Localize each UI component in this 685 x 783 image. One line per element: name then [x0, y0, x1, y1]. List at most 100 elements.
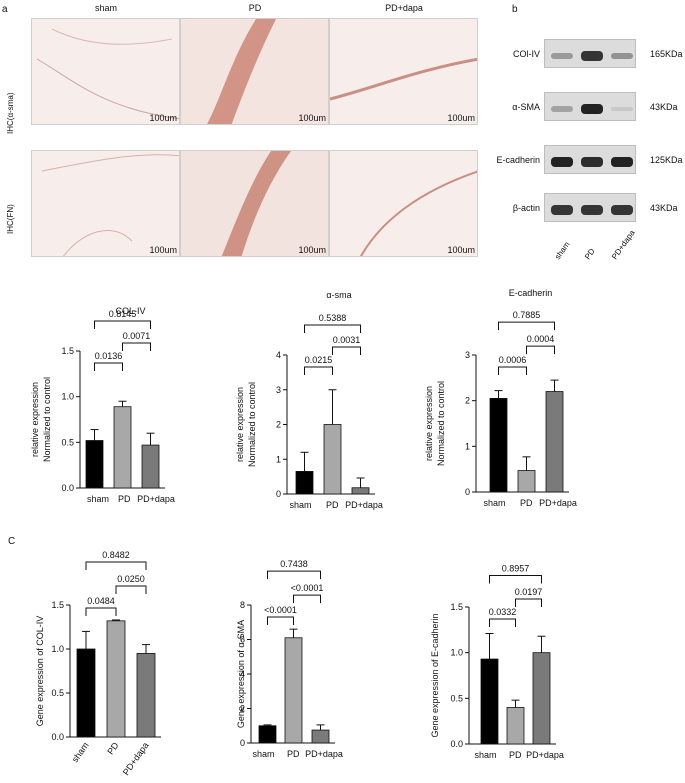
blot-kda-label: 125KDa [650, 155, 683, 165]
chart-title: COL-IV [115, 306, 145, 316]
bar [76, 648, 96, 738]
y-tick-label: 0 [465, 487, 470, 497]
significance-bracket [489, 618, 516, 627]
p-value-label: 0.8957 [502, 563, 530, 573]
blot-row [544, 39, 636, 68]
bar [258, 725, 277, 744]
ihc-col-pd-dapa: PD+dapa [385, 3, 423, 13]
bar [489, 397, 508, 493]
p-value-label: 0.5388 [319, 313, 347, 323]
y-axis-label: Gene expression of α-SMA [236, 620, 246, 728]
significance-bracket [94, 362, 123, 371]
blot-protein-label: β-actin [512, 203, 540, 213]
y-axis-label: Normalized to control [42, 377, 52, 462]
x-tick-label: sham [289, 500, 311, 510]
significance-bracket [498, 366, 527, 375]
blot-kda-label: 43KDa [650, 203, 678, 213]
x-tick-label: PD [118, 494, 131, 504]
significance-bracket [267, 570, 321, 580]
significance-bracket [304, 324, 361, 333]
panel-letter-c: C [8, 536, 16, 547]
x-tick-label: PD+dapa [137, 494, 175, 504]
x-tick-label: PD+dapa [526, 750, 564, 760]
bar [351, 487, 370, 495]
blot-protein-label: E-cadherin [496, 155, 540, 165]
significance-bracket [115, 585, 147, 594]
p-value-label: 0.0006 [499, 355, 527, 365]
significance-bracket [515, 598, 542, 607]
y-tick-label: 0.5 [61, 437, 74, 447]
blot-band [551, 106, 573, 112]
y-tick-label: 0.0 [61, 483, 74, 493]
tissue-texture [207, 19, 276, 124]
bar [506, 707, 525, 745]
x-tick-label: PD [287, 749, 300, 759]
x-tick-label: PD [105, 740, 121, 756]
blot-band [611, 157, 633, 167]
blot-band [551, 52, 573, 60]
p-value-label: 0.0071 [123, 331, 151, 341]
x-tick-label: PD [509, 750, 522, 760]
x-tick-label: PD [326, 500, 339, 510]
bar [517, 470, 536, 493]
x-tick-label: sham [474, 750, 496, 760]
significance-bracket [85, 607, 117, 616]
y-tick-label: 2 [240, 704, 245, 714]
x-tick-label: sham [483, 498, 505, 508]
y-tick-label: 0.5 [51, 688, 64, 698]
x-tick-label: sham [70, 740, 91, 764]
blot-row [544, 92, 636, 121]
significance-bracket [498, 321, 555, 331]
p-value-label: 0.7885 [513, 310, 541, 320]
y-axis-label: relative expression [424, 386, 434, 461]
y-tick-label: 1.0 [450, 648, 463, 658]
scale-bar-label: 100um [447, 113, 475, 123]
significance-bracket [122, 342, 151, 351]
y-tick-label: 1.5 [51, 600, 64, 610]
y-tick-label: 1.0 [51, 644, 64, 654]
ihc-image-fn-pddapa: 100um [329, 150, 478, 257]
y-axis-label: Gene expression of E-cadherin [430, 613, 440, 737]
chart-title: α-sma [326, 290, 351, 300]
x-tick-label: sham [252, 749, 274, 759]
significance-bracket [304, 366, 333, 375]
p-value-label: 0.0484 [87, 596, 115, 606]
p-value-label: 0.0250 [117, 574, 145, 584]
blot-band [551, 157, 573, 167]
x-tick-label: PD+dapa [305, 749, 343, 759]
y-tick-label: 1 [276, 454, 281, 464]
blot-protein-label: COl-IV [513, 49, 540, 59]
x-tick-label: PD+dapa [345, 500, 383, 510]
p-value-label: 0.7438 [280, 559, 308, 569]
p-value-label: 0.8145 [109, 309, 137, 319]
bar [295, 471, 314, 495]
blot-band [581, 157, 603, 167]
significance-bracket [94, 320, 151, 329]
y-tick-label: 4 [276, 350, 281, 360]
y-tick-label: 8 [240, 600, 245, 610]
scale-bar-label: 100um [149, 113, 177, 123]
ihc-image-fn-sham: 100um [31, 150, 180, 257]
p-value-label: 0.0197 [515, 587, 543, 597]
scale-bar-label: 100um [149, 245, 177, 255]
p-value-label: <0.0001 [264, 605, 297, 615]
x-tick-label: PD [520, 498, 533, 508]
tissue-texture [360, 170, 477, 256]
bar [532, 652, 551, 745]
blot-band [611, 106, 633, 112]
y-tick-label: 1.5 [450, 602, 463, 612]
tissue-texture [221, 151, 291, 256]
ihc-image-asma-pddapa: 100um [329, 18, 478, 125]
scale-bar-label: 100um [447, 245, 475, 255]
blot-band [551, 205, 573, 215]
blot-kda-label: 43KDa [650, 102, 678, 112]
p-value-label: <0.0001 [291, 583, 324, 593]
bar [113, 406, 132, 489]
significance-bracket [526, 345, 555, 355]
y-tick-label: 0 [240, 738, 245, 748]
y-axis-label: Gene expression of COL-IV [35, 616, 45, 727]
y-tick-label: 4 [240, 669, 245, 679]
x-tick-label: PD+dapa [539, 498, 577, 508]
y-tick-label: 3 [276, 385, 281, 395]
